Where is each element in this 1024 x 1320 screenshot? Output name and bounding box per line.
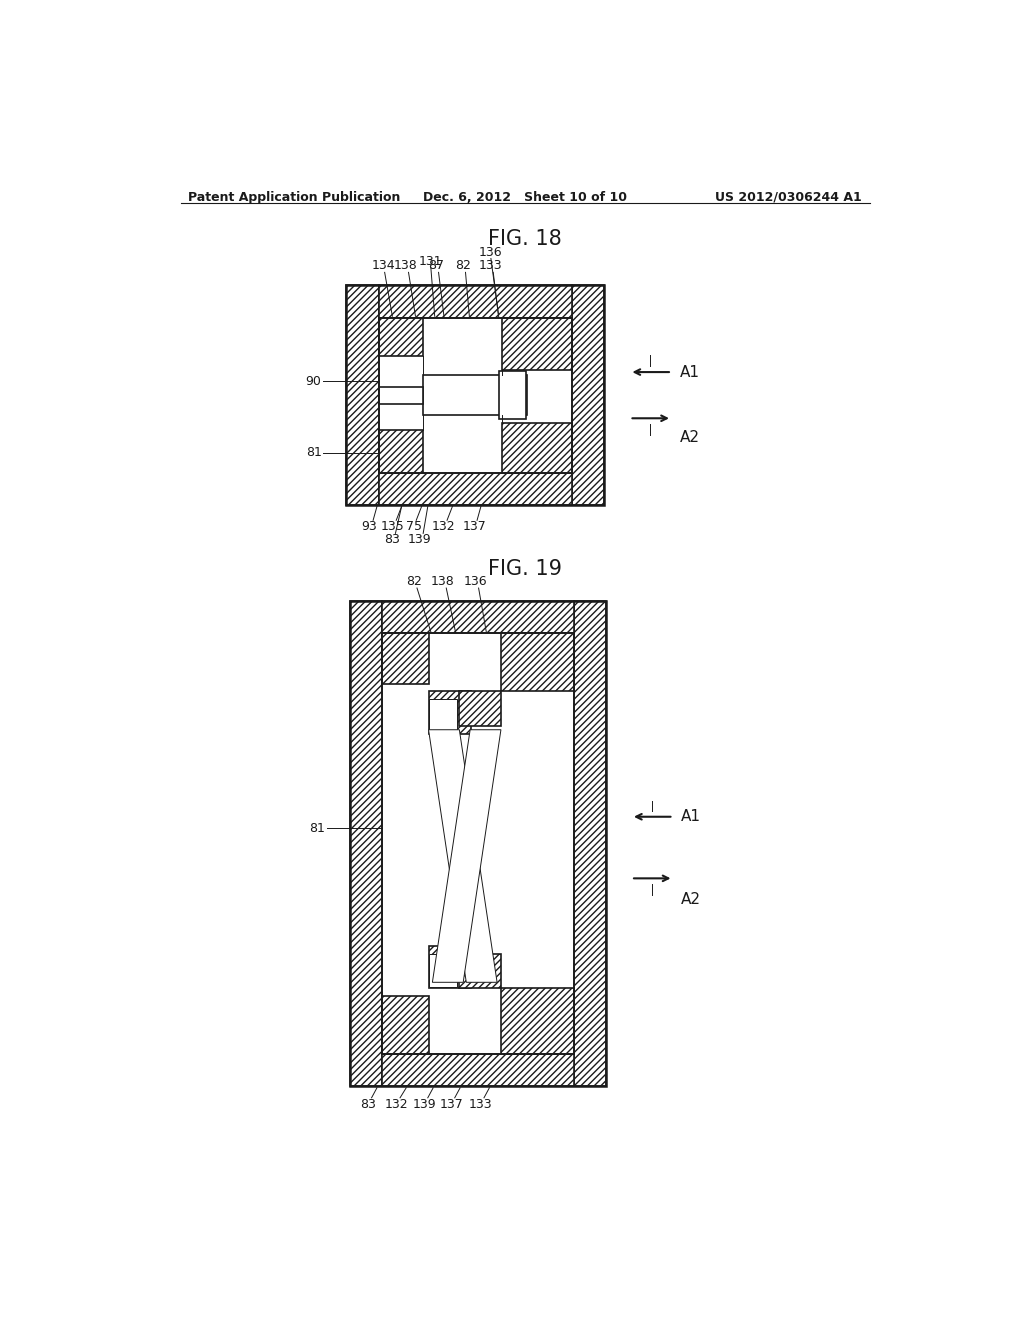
Text: 81: 81 — [309, 822, 326, 834]
Text: 132: 132 — [432, 520, 456, 533]
Text: 81: 81 — [305, 446, 322, 459]
Polygon shape — [379, 285, 571, 318]
Polygon shape — [429, 730, 497, 982]
Bar — [423, 375, 526, 416]
Text: 133: 133 — [469, 1098, 493, 1111]
Text: 135: 135 — [381, 520, 404, 533]
Text: 139: 139 — [413, 1098, 436, 1111]
Text: Dec. 6, 2012   Sheet 10 of 10: Dec. 6, 2012 Sheet 10 of 10 — [423, 191, 627, 203]
Text: 87: 87 — [428, 259, 444, 272]
Polygon shape — [503, 422, 571, 473]
Polygon shape — [350, 601, 382, 1086]
Text: 132: 132 — [384, 1098, 408, 1111]
Bar — [350, 601, 606, 1086]
Text: 136: 136 — [479, 246, 503, 259]
Text: 82: 82 — [406, 576, 422, 589]
Text: 134: 134 — [372, 259, 395, 272]
Text: A1: A1 — [680, 364, 699, 380]
Text: 93: 93 — [361, 520, 377, 533]
Text: 136: 136 — [464, 576, 487, 589]
Polygon shape — [346, 285, 379, 506]
Text: A1: A1 — [681, 809, 701, 824]
Polygon shape — [432, 730, 501, 982]
Polygon shape — [429, 692, 471, 734]
Text: FIG. 19: FIG. 19 — [487, 558, 562, 578]
Polygon shape — [459, 954, 501, 989]
Bar — [379, 387, 423, 404]
Polygon shape — [379, 318, 423, 356]
Text: A2: A2 — [681, 891, 701, 907]
Polygon shape — [382, 634, 429, 684]
Bar — [429, 954, 457, 987]
Polygon shape — [379, 473, 571, 506]
Polygon shape — [382, 1053, 574, 1086]
Polygon shape — [574, 601, 606, 1086]
Polygon shape — [379, 430, 423, 473]
Text: 138: 138 — [430, 576, 455, 589]
Text: 131: 131 — [419, 255, 442, 268]
Polygon shape — [382, 601, 574, 634]
Text: 83: 83 — [384, 533, 400, 546]
Text: 75: 75 — [406, 520, 422, 533]
Text: Patent Application Publication: Patent Application Publication — [188, 191, 400, 203]
Bar — [429, 700, 457, 733]
Bar — [346, 285, 604, 506]
Polygon shape — [501, 634, 574, 692]
Text: 82: 82 — [456, 259, 471, 272]
Text: A2: A2 — [680, 430, 699, 445]
Text: 139: 139 — [408, 533, 431, 546]
Text: 137: 137 — [463, 520, 486, 533]
Text: 138: 138 — [393, 259, 418, 272]
Bar — [499, 371, 526, 418]
Polygon shape — [382, 997, 429, 1053]
Text: US 2012/0306244 A1: US 2012/0306244 A1 — [716, 191, 862, 203]
Polygon shape — [501, 989, 574, 1053]
Polygon shape — [571, 285, 604, 506]
Text: 133: 133 — [479, 259, 503, 272]
Polygon shape — [459, 692, 501, 726]
Text: FIG. 18: FIG. 18 — [487, 230, 562, 249]
Polygon shape — [429, 946, 471, 989]
Text: 90: 90 — [305, 375, 322, 388]
Text: 137: 137 — [439, 1098, 464, 1111]
Text: 83: 83 — [359, 1098, 376, 1111]
Polygon shape — [503, 318, 571, 370]
